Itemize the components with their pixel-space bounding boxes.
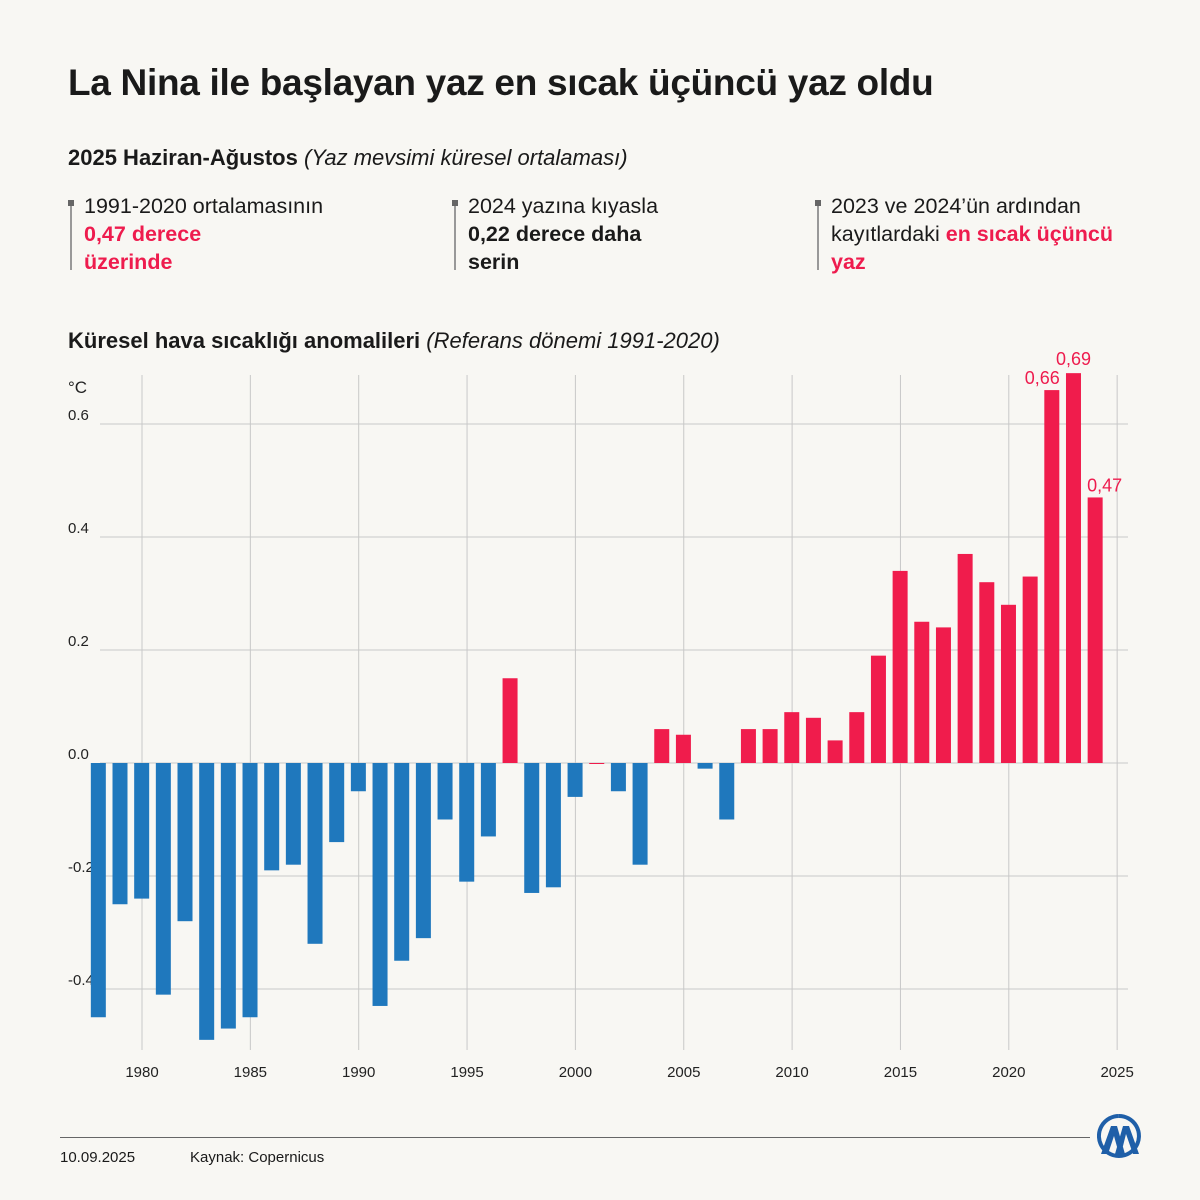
- bar-1981: [134, 763, 150, 899]
- bar-2000: [545, 763, 561, 888]
- x-tick-label: 1985: [234, 1064, 267, 1081]
- y-tick-label: -0.2: [68, 859, 94, 876]
- bar-2009: [740, 729, 756, 763]
- bar-2017: [914, 621, 930, 763]
- chart-title-bold: Küresel hava sıcaklığı anomalileri: [68, 328, 421, 353]
- bar-1991: [350, 763, 366, 792]
- bar-1999: [524, 763, 540, 893]
- x-tick-label: 1990: [342, 1064, 375, 1081]
- bar-1983: [177, 763, 193, 922]
- date: 10.09.2025: [60, 1149, 136, 1166]
- bar-1990: [329, 763, 345, 843]
- aa-logo-icon: [1097, 1114, 1141, 1158]
- bar-1982: [155, 763, 171, 995]
- bar-1993: [394, 763, 410, 961]
- stat-highlight: 0,22 derece daha serin: [468, 222, 642, 274]
- x-tick-label: 2025: [1100, 1064, 1133, 1081]
- bar-1987: [264, 763, 280, 871]
- x-tick-label: 2000: [559, 1064, 592, 1081]
- stat-marker-icon: [815, 200, 821, 206]
- bar-1985: [220, 763, 236, 1029]
- bar-2011: [784, 712, 800, 763]
- stat-block-3: 2023 ve 2024’ün ardından kayıtlardaki en…: [815, 192, 1151, 276]
- bar-1996: [459, 763, 475, 882]
- bar-2004: [632, 763, 648, 865]
- x-tick-label: 2005: [667, 1064, 700, 1081]
- subtitle: 2025 Haziran-Ağustos (Yaz mevsimi kürese…: [68, 145, 628, 171]
- bar-2001: [567, 763, 583, 797]
- stat-text: 2023 ve 2024’ün ardından kayıtlardaki: [831, 194, 1081, 246]
- bar-2020: [979, 582, 995, 763]
- bar-2007: [697, 763, 713, 769]
- stat-divider: [70, 202, 72, 270]
- footer-divider: [60, 1137, 1090, 1138]
- bar-1984: [199, 763, 215, 1040]
- bar-2014: [849, 712, 865, 763]
- page-title: La Nina ile başlayan yaz en sıcak üçüncü…: [68, 62, 934, 103]
- bar-2012: [805, 717, 821, 763]
- stat-text: 1991-2020 ortalamasının: [84, 194, 324, 218]
- bar-2023: [1044, 390, 1060, 763]
- x-tick-label: 2015: [884, 1064, 917, 1081]
- bar-2018: [935, 627, 951, 763]
- bar-1986: [242, 763, 258, 1018]
- bar-1989: [307, 763, 323, 944]
- bar-2013: [827, 740, 843, 763]
- x-tick-label: 2010: [775, 1064, 808, 1081]
- bar-2016: [892, 570, 908, 763]
- bar-1994: [415, 763, 431, 939]
- bar-2024: [1065, 373, 1081, 763]
- stat-marker-icon: [452, 200, 458, 206]
- stat-highlight: en sıcak üçüncü yaz: [831, 222, 1114, 274]
- x-tick-label: 1995: [450, 1064, 483, 1081]
- chart-title: Küresel hava sıcaklığı anomalileri (Refe…: [68, 328, 720, 354]
- bar-2008: [719, 763, 735, 820]
- bar-2003: [610, 763, 626, 792]
- bar-1998: [502, 678, 518, 763]
- y-tick-label: -0.4: [68, 972, 94, 989]
- stat-divider: [817, 202, 819, 270]
- bar-1980: [112, 763, 128, 905]
- y-tick-label: 0.2: [68, 633, 89, 650]
- bar-2019: [957, 553, 973, 763]
- stat-marker-icon: [68, 200, 74, 206]
- bar-2006: [675, 734, 691, 763]
- data-label-2023: 0,66: [1025, 368, 1060, 388]
- x-tick-label: 2020: [992, 1064, 1025, 1081]
- subtitle-bold: 2025 Haziran-Ağustos: [68, 145, 298, 170]
- y-tick-label: 0.6: [68, 407, 89, 424]
- bar-1995: [437, 763, 453, 820]
- data-label-2024: 0,69: [1056, 349, 1091, 369]
- stat-block-1: 1991-2020 ortalamasının 0,47 derece üzer…: [68, 192, 404, 276]
- bar-2015: [870, 655, 886, 763]
- bar-1997: [480, 763, 496, 837]
- bar-2005: [654, 729, 670, 763]
- stat-text: 2024 yazına kıyasla: [468, 194, 659, 218]
- source: Kaynak: Copernicus: [190, 1149, 325, 1166]
- y-tick-label: 0.0: [68, 746, 89, 763]
- bar-2010: [762, 729, 778, 763]
- bar-2022: [1022, 576, 1038, 763]
- bar-2002: [589, 763, 605, 764]
- y-tick-label: 0.4: [68, 520, 89, 537]
- subtitle-italic: (Yaz mevsimi küresel ortalaması): [303, 145, 628, 170]
- bar-1992: [372, 763, 388, 1006]
- data-label-2025: 0,47: [1087, 475, 1122, 495]
- stat-block-2: 2024 yazına kıyasla 0,22 derece daha ser…: [452, 192, 788, 276]
- stat-divider: [454, 202, 456, 270]
- bar-1988: [285, 763, 301, 865]
- stat-highlight: 0,47 derece üzerinde: [84, 222, 202, 274]
- bar-2025: [1087, 497, 1103, 763]
- bar-2021: [1000, 604, 1016, 763]
- chart-title-italic: (Referans dönemi 1991-2020): [426, 328, 720, 353]
- x-tick-label: 1980: [125, 1064, 158, 1081]
- y-axis-unit: °C: [68, 378, 87, 397]
- bar-1979: [90, 763, 106, 1018]
